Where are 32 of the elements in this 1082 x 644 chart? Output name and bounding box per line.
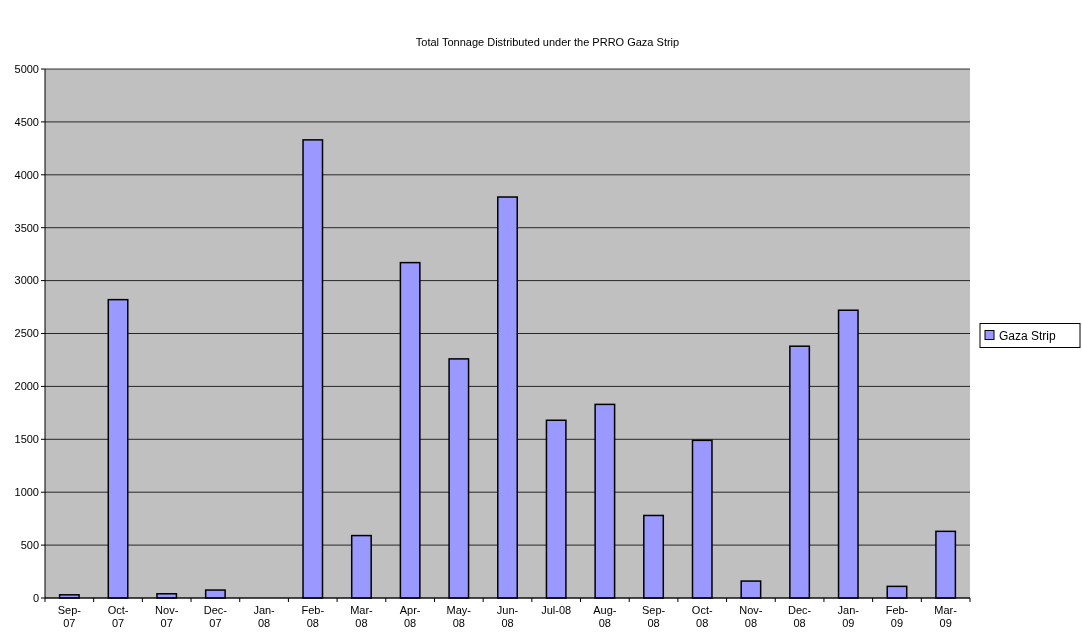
- y-tick-label: 5000: [14, 62, 39, 75]
- x-tick-label: Jan-09: [837, 604, 860, 629]
- x-tick-label: Sep-08: [641, 604, 666, 629]
- x-tick-label: Oct-08: [691, 604, 713, 629]
- y-tick-label: 4500: [14, 115, 39, 128]
- x-tick-label: Nov-07: [155, 604, 179, 629]
- y-tick-label: 4000: [14, 168, 39, 181]
- x-tick-label: May-08: [446, 604, 472, 629]
- x-tick-label: Jul-08: [541, 604, 572, 616]
- x-tick-label: Feb-09: [885, 604, 909, 629]
- x-tick-label: Sep-07: [57, 604, 82, 629]
- x-tick-label: Mar-09: [934, 604, 958, 629]
- x-tick-label: Mar-08: [350, 604, 374, 629]
- legend-label: Gaza Strip: [999, 328, 1057, 343]
- y-tick-label: 1000: [14, 486, 39, 499]
- x-tick-label: Jan-08: [253, 604, 276, 629]
- x-tick-label: Apr-08: [399, 604, 421, 629]
- y-tick-label: 0: [32, 591, 39, 604]
- x-tick-label: Aug-08: [593, 604, 617, 629]
- x-tick-label: Dec-07: [203, 604, 228, 629]
- x-tick-label: Oct-07: [107, 604, 129, 629]
- y-tick-label: 2500: [14, 327, 39, 340]
- x-tick-label: Feb-08: [301, 604, 325, 629]
- y-tick-label: 2000: [14, 380, 39, 393]
- y-tick-label: 1500: [14, 433, 39, 446]
- x-tick-label: Dec-08: [787, 604, 812, 629]
- y-tick-label: 3500: [14, 221, 39, 234]
- y-tick-label: 3000: [14, 274, 39, 287]
- y-tick-label: 500: [20, 538, 39, 551]
- x-tick-label: Nov-08: [739, 604, 763, 629]
- chart-title: Total Tonnage Distributed under the PRRO Gaza Strip: [415, 36, 680, 48]
- x-tick-label: Jun-08: [496, 604, 519, 629]
